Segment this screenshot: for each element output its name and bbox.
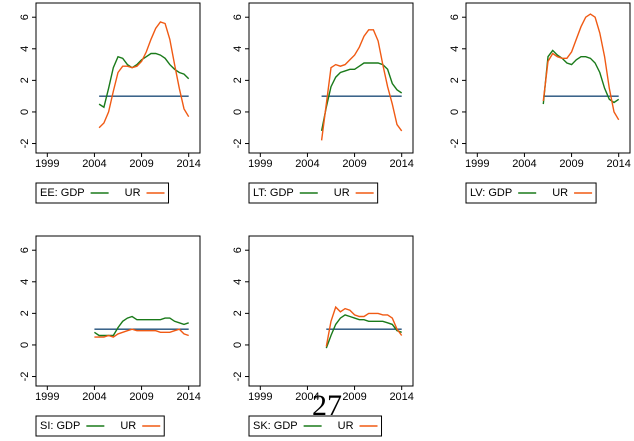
y-tick-label: 6 (232, 247, 244, 253)
series-line (542, 13, 620, 121)
x-tick-label: 2014 (389, 391, 413, 403)
y-tick-label: 0 (232, 342, 244, 348)
y-tick-label: 6 (449, 14, 461, 20)
y-tick-label: 2 (449, 77, 461, 83)
x-tick-label: 2009 (342, 158, 366, 170)
x-tick-label: 1999 (465, 158, 489, 170)
y-tick-label: 6 (19, 247, 31, 253)
series-line (320, 62, 403, 132)
legend-label: LT: GDP (253, 187, 294, 199)
y-tick-label: 2 (19, 77, 31, 83)
y-tick-label: 6 (232, 14, 244, 20)
series-line (325, 314, 402, 349)
y-tick-label: 2 (232, 77, 244, 83)
x-tick-label: 1999 (248, 391, 272, 403)
legend-label: EE: GDP (40, 187, 85, 199)
x-tick-label: 1999 (248, 158, 272, 170)
x-tick-label: 2014 (176, 158, 200, 170)
y-tick-label: 2 (19, 310, 31, 316)
x-tick-label: 2009 (559, 158, 583, 170)
x-tick-label: 2014 (389, 158, 413, 170)
y-tick-label: 0 (19, 109, 31, 115)
y-tick-label: 4 (19, 279, 31, 285)
y-tick-label: -2 (232, 139, 244, 149)
y-tick-label: 0 (449, 109, 461, 115)
x-tick-label: 2004 (82, 158, 106, 170)
y-tick-label: 4 (449, 46, 461, 52)
series-line (98, 52, 190, 109)
y-tick-label: 4 (232, 46, 244, 52)
plot-frame (248, 235, 414, 387)
plot-frame (35, 2, 201, 154)
legend-label: UR (552, 187, 568, 199)
legend-label: SK: GDP (253, 420, 298, 432)
y-tick-label: 0 (19, 342, 31, 348)
x-tick-label: 1999 (35, 391, 59, 403)
legend-label: UR (334, 187, 350, 199)
legend-label: LV: GDP (470, 187, 512, 199)
series-line (542, 49, 620, 105)
y-tick-label: -2 (449, 139, 461, 149)
plot-frame (35, 235, 201, 387)
x-tick-label: 2004 (82, 391, 106, 403)
x-tick-label: 1999 (35, 158, 59, 170)
y-tick-label: -2 (19, 139, 31, 149)
x-tick-label: 2014 (176, 391, 200, 403)
legend-label: UR (125, 187, 141, 199)
x-tick-label: 2014 (606, 158, 630, 170)
x-tick-label: 2009 (342, 391, 366, 403)
legend-box (248, 415, 383, 437)
page-number: 27 (312, 389, 342, 422)
y-tick-label: -2 (232, 372, 244, 382)
x-tick-label: 2004 (295, 158, 319, 170)
series-line (325, 305, 403, 347)
legend-label: UR (120, 420, 136, 432)
x-tick-label: 2009 (129, 391, 153, 403)
legend-box (35, 182, 170, 204)
plot-frame (248, 2, 414, 154)
x-tick-label: 2004 (295, 391, 319, 403)
legend-box (35, 415, 165, 437)
legend-label: UR (338, 420, 354, 432)
legend-label: SI: GDP (40, 420, 80, 432)
legend-box (248, 182, 379, 204)
x-tick-label: 2004 (512, 158, 536, 170)
y-tick-label: 4 (19, 46, 31, 52)
series-line (98, 21, 190, 129)
plot-frame (465, 2, 631, 154)
series-line (94, 328, 189, 338)
series-line (94, 315, 189, 337)
series-line (320, 29, 403, 141)
y-tick-label: 6 (19, 14, 31, 20)
y-tick-label: -2 (19, 372, 31, 382)
x-tick-label: 2009 (129, 158, 153, 170)
y-tick-label: 0 (232, 109, 244, 115)
y-tick-label: 4 (232, 279, 244, 285)
legend-box (465, 182, 597, 204)
y-tick-label: 2 (232, 310, 244, 316)
